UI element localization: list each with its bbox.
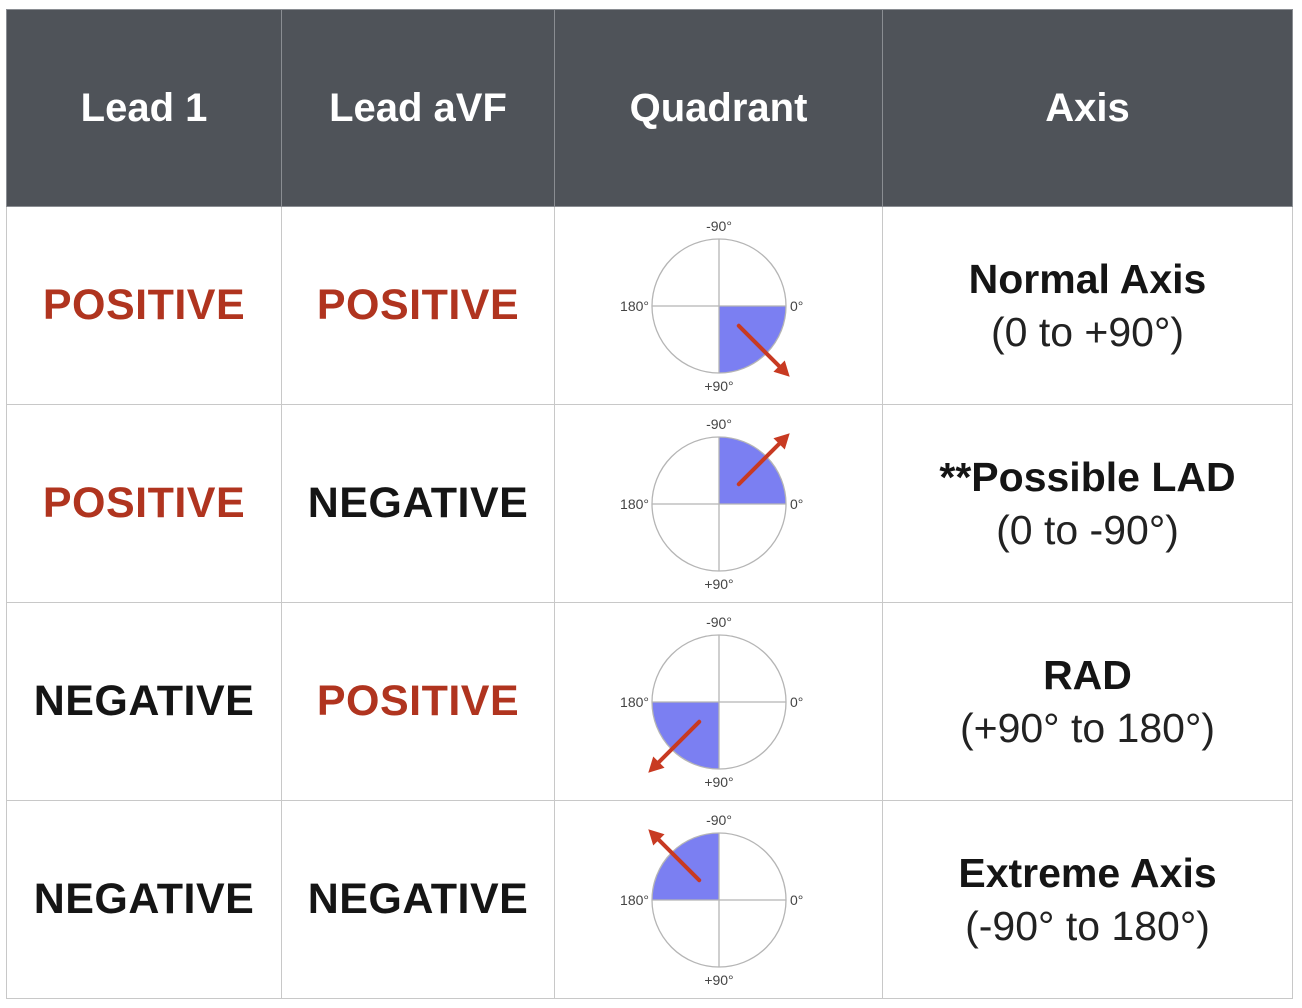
degree-label-right: 0° <box>790 496 803 512</box>
quadrant-cell: -90° +90° 180° 0° <box>554 404 883 603</box>
quadrant-diagram: -90° +90° 180° 0° <box>620 812 803 988</box>
quadrant-diagram: -90° +90° 180° 0° <box>620 614 803 790</box>
degree-label-left: 180° <box>620 892 649 908</box>
leadavf-value: POSITIVE <box>316 281 520 329</box>
leadavf-value: NEGATIVE <box>307 479 529 527</box>
arrow-icon <box>736 432 790 486</box>
leadavf-value: NEGATIVE <box>307 875 529 923</box>
axis-table: Lead 1 Lead aVF Quadrant Axis POSITIVE PO… <box>6 9 1293 999</box>
degree-label-left: 180° <box>620 298 649 314</box>
quadrant-cell: -90° +90° 180° 0° <box>554 206 883 405</box>
degree-label-right: 0° <box>790 694 803 710</box>
lead1-value: NEGATIVE <box>33 677 255 725</box>
lead1-cell: POSITIVE <box>6 404 282 603</box>
table-row: NEGATIVE NEGATIVE -90° +90° 180° 0° Extreme Ax… <box>6 800 1293 999</box>
lead1-cell: NEGATIVE <box>6 800 282 999</box>
quadrant-diagram: -90° +90° 180° 0° <box>620 416 803 592</box>
lead1-value: POSITIVE <box>42 281 246 329</box>
quadrant-cell: -90° +90° 180° 0° <box>554 800 883 999</box>
axis-name: Normal Axis <box>968 255 1207 302</box>
lead1-value: NEGATIVE <box>33 875 255 923</box>
arrow-icon <box>647 828 701 882</box>
table-body: POSITIVE POSITIVE -90° +90° 180° 0° Normal Axi… <box>6 206 1293 999</box>
axis-cell: Normal Axis (0 to +90°) <box>882 206 1293 405</box>
degree-label-bottom: +90° <box>704 576 733 592</box>
degree-label-right: 0° <box>790 298 803 314</box>
degree-label-bottom: +90° <box>704 972 733 988</box>
degree-label-top: -90° <box>706 218 732 234</box>
header-row: Lead 1 Lead aVF Quadrant Axis <box>6 9 1293 207</box>
leadavf-cell: NEGATIVE <box>281 800 555 999</box>
header-leadavf: Lead aVF <box>281 9 555 207</box>
axis-range: (-90° to 180°) <box>965 902 1210 949</box>
degree-label-left: 180° <box>620 496 649 512</box>
axis-range: (0 to +90°) <box>990 308 1185 355</box>
leadavf-cell: POSITIVE <box>281 602 555 801</box>
axis-name: Extreme Axis <box>958 849 1217 896</box>
header-quadrant: Quadrant <box>554 9 883 207</box>
quadrant-diagram: -90° +90° 180° 0° <box>620 218 803 394</box>
axis-cell: RAD (+90° to 180°) <box>882 602 1293 801</box>
table-row: POSITIVE POSITIVE -90° +90° 180° 0° Normal Axi… <box>6 206 1293 405</box>
degree-label-top: -90° <box>706 812 732 828</box>
axis-name: **Possible LAD <box>939 453 1236 500</box>
degree-label-bottom: +90° <box>704 378 733 394</box>
leadavf-cell: NEGATIVE <box>281 404 555 603</box>
leadavf-value: POSITIVE <box>316 677 520 725</box>
lead1-value: POSITIVE <box>42 479 246 527</box>
degree-label-right: 0° <box>790 892 803 908</box>
table-row: POSITIVE NEGATIVE -90° +90° 180° 0° **Possible… <box>6 404 1293 603</box>
header-axis: Axis <box>882 9 1293 207</box>
lead1-cell: NEGATIVE <box>6 602 282 801</box>
degree-label-top: -90° <box>706 614 732 630</box>
arrow-icon <box>647 719 701 773</box>
degree-label-top: -90° <box>706 416 732 432</box>
axis-cell: Extreme Axis (-90° to 180°) <box>882 800 1293 999</box>
axis-cell: **Possible LAD (0 to -90°) <box>882 404 1293 603</box>
degree-label-left: 180° <box>620 694 649 710</box>
axis-name: RAD <box>1043 651 1132 698</box>
degree-label-bottom: +90° <box>704 774 733 790</box>
arrow-icon <box>736 323 790 377</box>
header-lead1: Lead 1 <box>6 9 282 207</box>
table-row: NEGATIVE POSITIVE -90° +90° 180° 0° RAD (+90° t… <box>6 602 1293 801</box>
leadavf-cell: POSITIVE <box>281 206 555 405</box>
lead1-cell: POSITIVE <box>6 206 282 405</box>
axis-range: (+90° to 180°) <box>959 704 1216 751</box>
axis-range: (0 to -90°) <box>996 506 1179 553</box>
quadrant-cell: -90° +90° 180° 0° <box>554 602 883 801</box>
